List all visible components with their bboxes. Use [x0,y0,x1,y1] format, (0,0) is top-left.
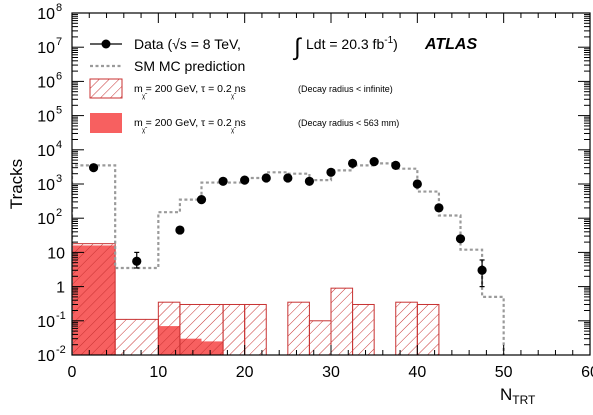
data-point [283,173,293,183]
legend-signal-infinite-label: m = 200 GeV, τ = 0.2 ns [134,83,246,95]
signal-infinite-bar [308,320,332,355]
x-tick-label: 50 [495,364,513,381]
signal-infinite-bar [395,301,418,355]
x-axis-title: NTRT [500,385,536,407]
data-point [391,160,401,170]
mc-layer [72,162,505,355]
signal-infinite-bar [72,243,116,355]
y-tick-exponent: 2 [56,207,62,219]
bars-layer [72,243,440,355]
data-point [477,265,487,275]
legend-integral-sign: ∫ [292,34,302,61]
legend: Data (√s = 8 TeV, ∫ Ldt = 20.3 fb-1) ATL… [89,34,477,134]
y-tick-exponent: 5 [56,105,62,117]
y-tick-label: 1 [56,280,65,297]
data-point [412,179,422,189]
data-point [218,176,228,186]
y-axis-title: Tracks [7,159,26,209]
signal-infinite-bar [352,303,375,355]
data-point [455,234,466,244]
x-tick-label: 60 [581,364,593,381]
legend-signal-563-note: (Decay radius < 563 mm) [298,118,399,128]
y-tick-exponent: 6 [56,70,62,82]
signal-infinite-bar [330,287,354,355]
legend-signal-infinite-note: (Decay radius < infinite) [298,84,393,94]
data-point [369,157,379,167]
legend-entry-signal-infinite: m = 200 GeV, τ = 0.2 ns χ̃ χ̃ (Decay rad… [89,78,393,100]
y-tick-exponent: 3 [56,173,62,185]
data-point [196,194,207,205]
y-tick-label: 10 [37,348,55,365]
legend-entry-data: Data (√s = 8 TeV, ∫ Ldt = 20.3 fb-1) [90,34,398,61]
x-tick-label: 40 [408,364,426,381]
legend-entry-mc: SM MC prediction [90,58,245,74]
y-tick-exponent: 8 [56,2,62,14]
y-tick-exponent: 7 [56,36,62,48]
y-tick-exponent: -1 [56,310,66,322]
legend-data-label: Data (√s = 8 TeV, [134,36,241,52]
y-tick-label: 10 [37,314,55,331]
signal-infinite-bar [157,301,181,355]
data-point [347,158,358,169]
signal-infinite-bar [416,303,440,355]
legend-signal-infinite-chi1: χ̃ [142,94,148,100]
y-tick-exponent: 4 [56,139,62,151]
signal-infinite-bar [287,301,310,355]
legend-signal-563-chi2: χ̃ [231,128,237,134]
x-tick-label: 10 [149,364,167,381]
data-point [304,176,315,186]
legend-signal-infinite-chi2: χ̃ [231,94,237,100]
signal-infinite-bar [244,303,267,355]
y-tick-label: 10 [37,143,55,160]
data-point [326,167,336,177]
data-point [175,225,185,235]
signal-infinite-bar [114,318,159,355]
x-tick-label: 0 [68,364,77,381]
legend-signal-infinite-swatch [89,78,123,99]
legend-entry-signal-563: m = 200 GeV, τ = 0.2 ns χ̃ χ̃ (Decay rad… [90,113,399,134]
x-tick-label: 20 [236,364,254,381]
legend-lumi-label: Ldt = 20.3 fb-1) [306,35,398,52]
atlas-label: ATLAS [424,36,477,53]
y-tick-label: 10 [37,74,55,91]
legend-mc-label: SM MC prediction [134,58,245,74]
data-layer [88,157,487,288]
data-point [88,163,99,173]
y-tick-exponent: -2 [56,344,66,356]
y-tick-label: 10 [37,40,55,57]
legend-data-marker [101,39,111,49]
legend-signal-563-swatch [90,113,122,133]
y-tick-label: 10 [47,245,65,262]
ticks-layer: 010203040506010-210-11101021031041051061… [37,2,593,381]
data-point [434,203,444,213]
y-tick-label: 10 [37,6,55,23]
data-point [240,175,250,185]
data-point [261,173,271,183]
signal-infinite-bar [179,303,224,355]
y-tick-label: 10 [37,177,55,194]
x-tick-label: 30 [322,364,340,381]
legend-signal-563-chi1: χ̃ [142,128,148,134]
mc-prediction-line [72,162,505,355]
signal-infinite-bar [222,303,246,355]
y-tick-label: 10 [37,109,55,126]
legend-signal-563-label: m = 200 GeV, τ = 0.2 ns [134,117,246,129]
y-tick-label: 10 [37,211,55,228]
data-point [132,256,142,266]
